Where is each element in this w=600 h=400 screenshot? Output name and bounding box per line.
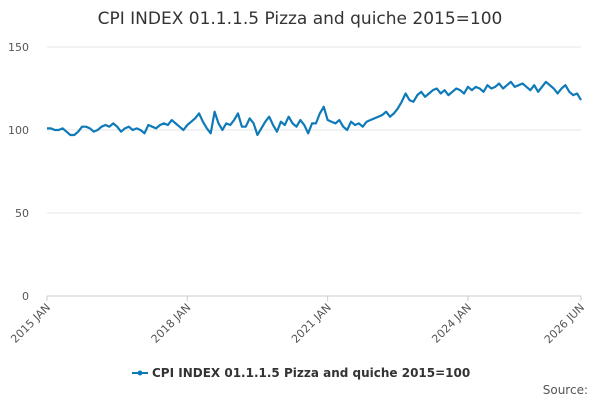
y-tick-label: 50 bbox=[15, 207, 29, 220]
source: Source: bbox=[543, 383, 588, 397]
x-tick-label: 2018 JAN bbox=[149, 301, 194, 346]
y-tick-label: 100 bbox=[8, 124, 29, 137]
y-tick-label: 0 bbox=[22, 290, 29, 303]
legend-label: CPI INDEX 01.1.1.5 Pizza and quiche 2015… bbox=[152, 366, 470, 380]
x-tick-label: 2024 JAN bbox=[429, 301, 474, 346]
y-tick-label: 150 bbox=[8, 41, 29, 54]
series-line bbox=[47, 80, 582, 137]
x-tick-label: 2026 JUN bbox=[542, 301, 587, 346]
x-tick-label: 2021 JAN bbox=[289, 301, 334, 346]
chart-title: CPI INDEX 01.1.1.5 Pizza and quiche 2015… bbox=[98, 9, 503, 29]
x-tick-label: 2015 JAN bbox=[8, 301, 53, 346]
legend-marker bbox=[137, 370, 143, 376]
